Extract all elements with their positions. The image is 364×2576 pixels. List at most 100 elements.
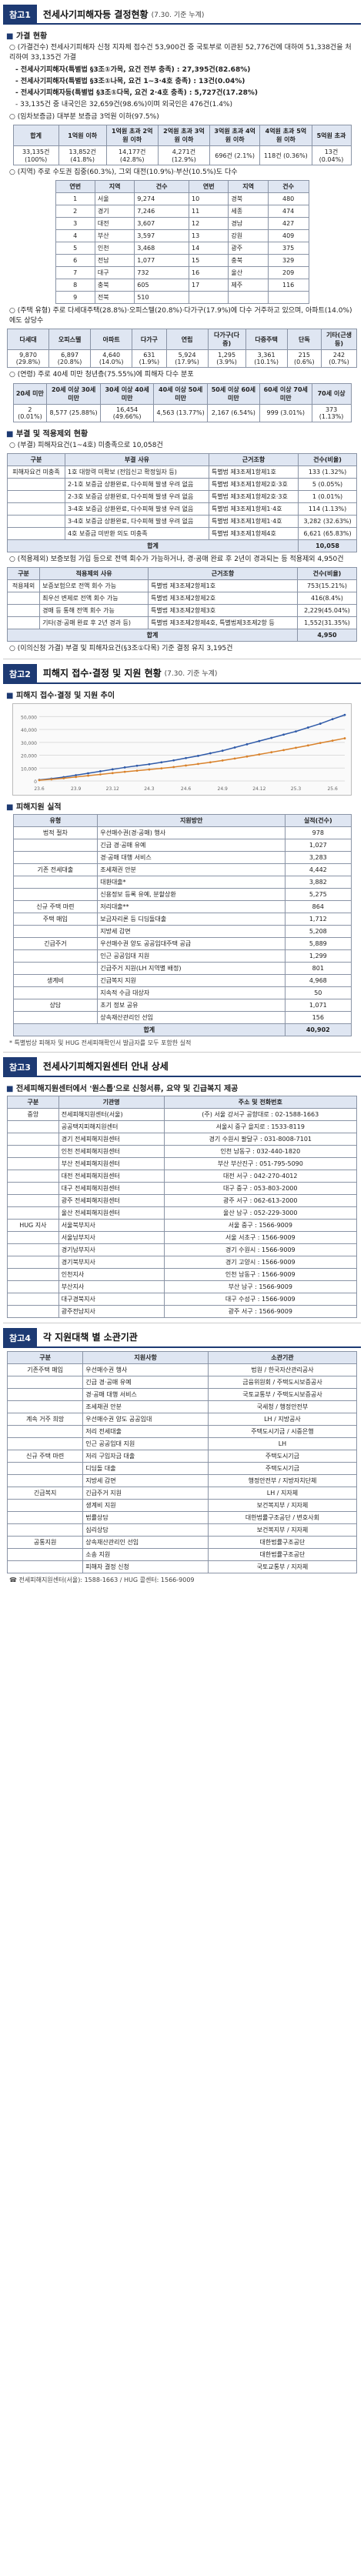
data-point [343, 713, 346, 716]
table-row: HUG 지사 서울북부지사 서울 중구 : 1566-9009 [7, 1218, 358, 1232]
table-cell: 14,177건 (42.8%) [105, 145, 159, 166]
table-cell [6, 1523, 84, 1537]
data-point [221, 749, 224, 752]
table-cell: 999 (3.01%) [259, 403, 312, 422]
table-cell: 9,274 [134, 192, 189, 206]
table-cell: 경·공매 대행 서비스 [97, 850, 286, 864]
table-cell: 978 [285, 826, 352, 839]
table-header-cell: 유형 [12, 813, 99, 827]
data-point [245, 742, 249, 746]
table-cell [6, 1473, 84, 1487]
table-cell [6, 526, 66, 540]
table-cell [7, 1181, 59, 1195]
data-point [306, 744, 309, 746]
x-tick-label: 23.6 [34, 786, 45, 792]
table-cell [267, 291, 309, 305]
trend-chart-svg: 0 10,000 20,000 30,000 40,000 50,000 23.6 23.9 2… [21, 713, 346, 792]
paragraph: ○ (가결건수) 전세사기피해자 신청 지자체 접수건 53,900건 중 국토… [9, 44, 352, 62]
x-tick-label: 23.9 [71, 786, 82, 792]
table-cell [12, 1010, 99, 1024]
table-cell: 서울 서초구 : 1566-9009 [163, 1230, 358, 1244]
table-cell [7, 1243, 59, 1256]
table-cell: 디딤돌 대출 [82, 1461, 209, 1475]
table-cell: 특별법 제3조제2항제3호 [148, 603, 298, 617]
table-cell [7, 1206, 59, 1220]
table-cell: 605 [134, 279, 189, 292]
table-cell: 2 (0.01%) [12, 403, 48, 422]
table-header-cell: 3억원 초과 4억원 이하 [209, 125, 261, 147]
table-row: 경매 등 통해 전액 회수 가능 특별법 제3조제2항제3호 2,229(45.04… [6, 603, 358, 617]
table-cell: 대한법률구조공단 / 변호사회 [207, 1510, 358, 1524]
table-cell: 광주전남지사 [58, 1304, 165, 1318]
section-date: (7.30. 기준 누계) [151, 11, 205, 19]
table-cell: 주택 매입 [12, 912, 99, 926]
data-point [185, 756, 187, 759]
table-header-cell: 지역 [228, 180, 269, 194]
table-row: 조세채권 안분 국세청 / 행정안전부 [6, 1400, 358, 1413]
data-point [221, 759, 224, 762]
table-row: 기타(경·공매 완료 후 2년 경과 등) 특별법 제3조제2항제4호, 특별법제… [6, 616, 358, 629]
table-cell: 133 (1.32%) [298, 465, 357, 479]
table-cell: 3,468 [134, 242, 189, 255]
table-cell: 보금자리론 등 디딤돌대출 [97, 912, 286, 926]
table-cell: 전남 [94, 254, 135, 268]
table-cell: 329 [267, 254, 309, 268]
table-row: 인천지사 인천 남동구 : 1566-9009 [7, 1267, 358, 1281]
table-cell: 강원 [228, 229, 269, 243]
series-line [38, 714, 346, 781]
table-cell: 8,577 (25.88%) [46, 403, 101, 422]
table-header-cell: 40,902 [285, 1023, 352, 1036]
table-cell [7, 1193, 59, 1207]
table-cell: 광주 서구 : 1566-9009 [163, 1304, 358, 1318]
table-cell: 생계비 지원 [82, 1498, 209, 1512]
x-tick-label: 25.3 [291, 786, 302, 792]
table-cell: 631 (1.9%) [132, 349, 167, 369]
table-cell: 상속재산관리인 선임 [82, 1535, 209, 1549]
table-cell: 주택도시기금 / 시중은행 [207, 1424, 358, 1438]
table-row: 경·공매 대행 서비스 3,283 [12, 850, 352, 864]
data-point [148, 768, 151, 771]
table-header-cell: 40세 이상 50세 미만 [153, 382, 208, 405]
data-point [87, 772, 89, 775]
data-point [135, 769, 139, 772]
table-header-cell: 10,058 [298, 539, 357, 552]
table-cell: 1 [55, 192, 95, 206]
table-cell: 서울시 중구 을지로 : 1533-8119 [163, 1119, 358, 1133]
table-row: 최우선 변제로 전액 회수 가능 특별법 제3조제2항제2호 416(8.4%) [6, 591, 358, 605]
table-cell: 2,167 (6.54%) [206, 403, 260, 422]
table-header-cell: 적용제외 사유 [39, 566, 149, 580]
table-cell: 세종 [228, 205, 269, 219]
table-row: 공통지원 상속재산관리인 선임 대한법률구조공단 [6, 1535, 358, 1549]
table-row: 경기북부지사 경기 고양시 : 1566-9009 [7, 1255, 358, 1269]
table-row: 8 충북 605 17 제주 116 [55, 279, 309, 292]
table-cell [6, 1461, 84, 1475]
table-header-cell: 구분 [6, 452, 66, 466]
table-cell: 대전 [94, 217, 135, 231]
table-cell: 242 (0.7%) [321, 349, 357, 369]
table-cell: 1호 대항력 미확보 (전입신고 확정일자 등) [65, 465, 209, 479]
table-cell: 계속 거주 희망 [6, 1412, 84, 1426]
table-cell: 2-3호 보증금 상환완료, 다수피해 발생 우려 없음 [65, 489, 209, 503]
table-row: 대구 전세피해지원센터 대구 중구 : 053-803-2000 [7, 1181, 358, 1195]
table-cell: 373 (1.13%) [311, 403, 352, 422]
paragraph: ○ (부결) 피해자요건(1~4호) 미충족으로 10,058건 [9, 441, 163, 449]
table-cell: 4 [55, 229, 95, 243]
table-cell: 우선매수권 행사 [82, 1363, 209, 1376]
table-total-row: 합계 4,950 [7, 628, 358, 642]
table-cell: 696건 (2.1%) [209, 145, 261, 166]
table-header-cell: 50세 이상 60세 미만 [206, 382, 260, 405]
table-cell: 특별법 제3조제1항제1호 [208, 465, 299, 479]
table-cell: 국토교통부 / 지자체 [207, 1560, 358, 1573]
table-cell: 국토교통부 / 주택도시보증공사 [207, 1387, 358, 1401]
table-header-cell: 합계 [12, 125, 59, 147]
data-point [75, 776, 78, 778]
table-header-cell: 합계 [6, 539, 299, 552]
data-point [282, 749, 285, 751]
table-cell: 충북 [228, 254, 269, 268]
table-cell: 480 [267, 192, 309, 206]
table-cell: 보증보험으로 전액 회수 가능 [39, 579, 149, 592]
data-point [75, 773, 78, 776]
table-row: 5 인천 3,468 14 광주 375 [55, 242, 309, 255]
table-row: 부산 전세피해지원센터 부산 부산진구 : 051-795-5090 [7, 1156, 358, 1170]
data-point [111, 772, 114, 774]
